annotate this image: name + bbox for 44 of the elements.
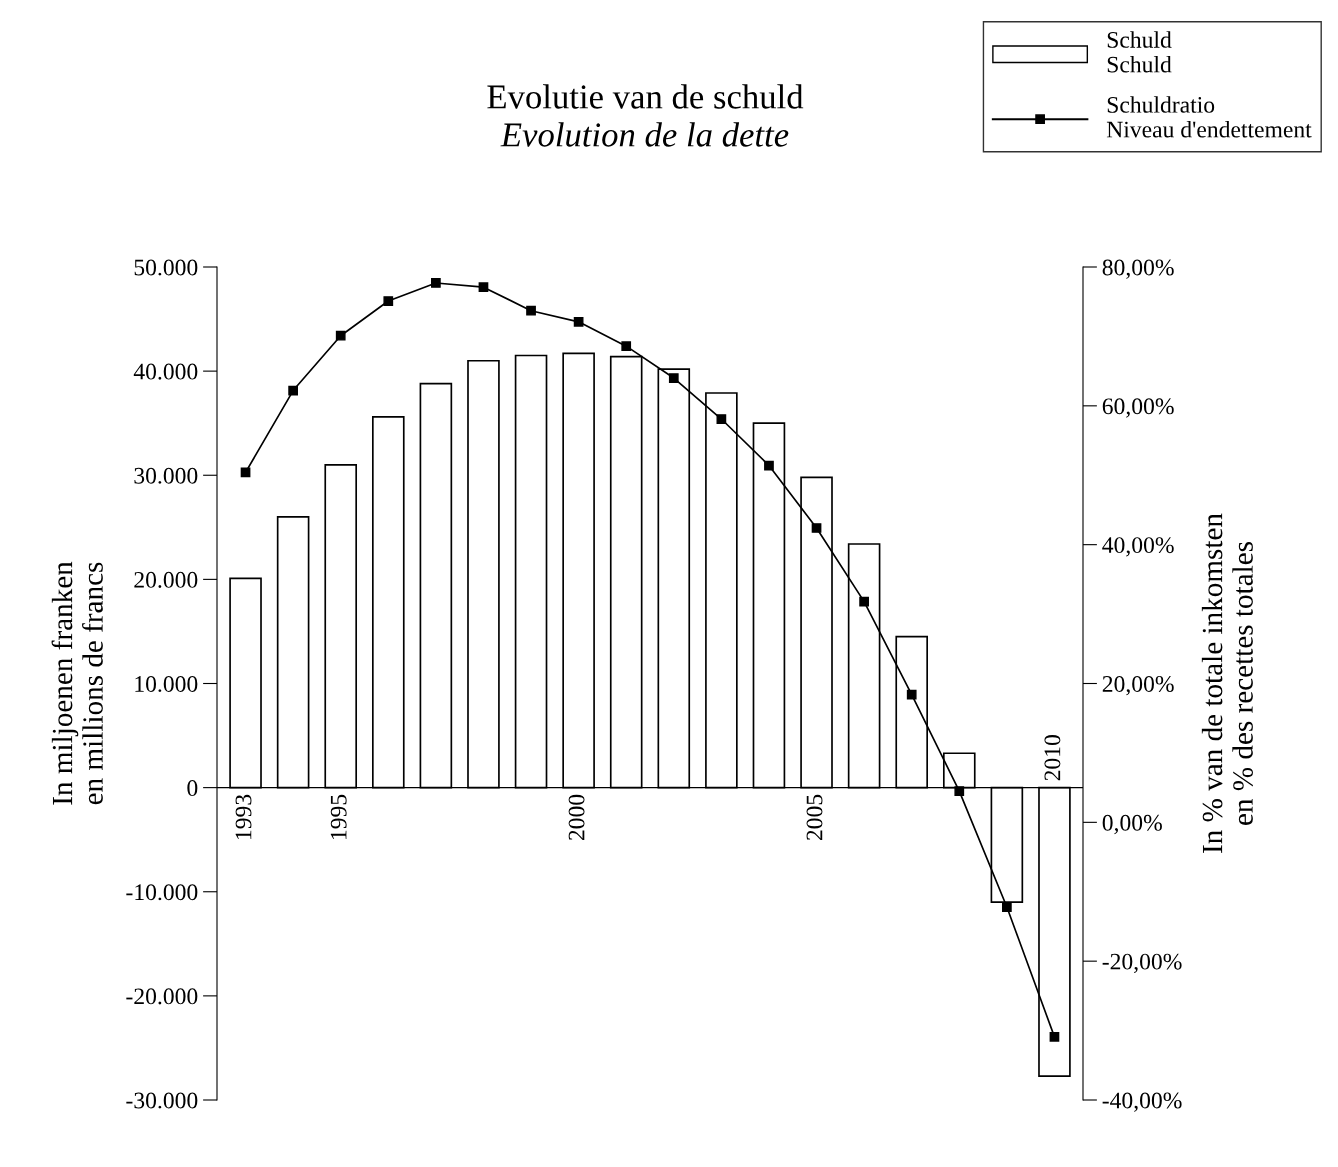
y-tick-label: 30.000 — [134, 467, 198, 484]
point — [383, 296, 394, 306]
y2-tick-label: 60,00% — [1102, 398, 1174, 418]
point — [954, 786, 965, 796]
y2-tick-label: 80,00% — [1102, 259, 1174, 279]
y2-axis-title: In % van de totale inkomsten en % des recettes totales — [1201, 513, 1253, 853]
x-tick-label: 2000 — [568, 794, 585, 841]
point — [716, 414, 727, 424]
x-tick-label: 1993 — [235, 794, 252, 840]
point — [906, 689, 917, 700]
x-tick-label: 2010 — [1044, 735, 1061, 781]
chart-title: Evolutie van de schuld — [487, 84, 804, 109]
chart-subtitle: Evolution de la dette — [500, 122, 789, 147]
point — [335, 330, 346, 341]
y2-tick-label: -20,00% — [1102, 953, 1182, 973]
legend-label: Schuldratio Niveau d'endettement — [1106, 96, 1312, 138]
legend-label: Schuld Schuld — [1107, 31, 1172, 73]
point — [573, 316, 584, 327]
point — [288, 385, 298, 396]
point — [1049, 1031, 1060, 1042]
y-tick-label: 10.000 — [135, 675, 198, 693]
y-tick-label: 20.000 — [134, 571, 198, 588]
y2-tick-label: 40,00% — [1102, 537, 1174, 557]
y2-tick-label: 0,00% — [1102, 814, 1162, 835]
point — [764, 460, 774, 471]
y2-tick-label: -40,00% — [1102, 1092, 1182, 1112]
y2-tick-label: 20,00% — [1102, 675, 1174, 696]
y-tick-label: 0 — [187, 780, 198, 797]
y-tick-label: -30.000 — [126, 1092, 198, 1109]
point — [811, 523, 822, 533]
point — [526, 305, 536, 316]
y-tick-label: -20.000 — [126, 988, 198, 1005]
y-tick-label: -10.000 — [126, 884, 198, 901]
point — [668, 373, 679, 383]
point — [431, 278, 441, 288]
y-axis-title: In miljoenen franken en millions de francs — [51, 561, 103, 805]
point — [621, 341, 632, 351]
point — [478, 282, 489, 292]
x-tick-label: 2005 — [806, 794, 823, 841]
y-tick-label: 40.000 — [133, 363, 198, 380]
y-tick-label: 50.000 — [134, 259, 198, 276]
point — [859, 596, 869, 607]
point — [1002, 902, 1012, 912]
x-tick-label: 1995 — [330, 794, 347, 840]
